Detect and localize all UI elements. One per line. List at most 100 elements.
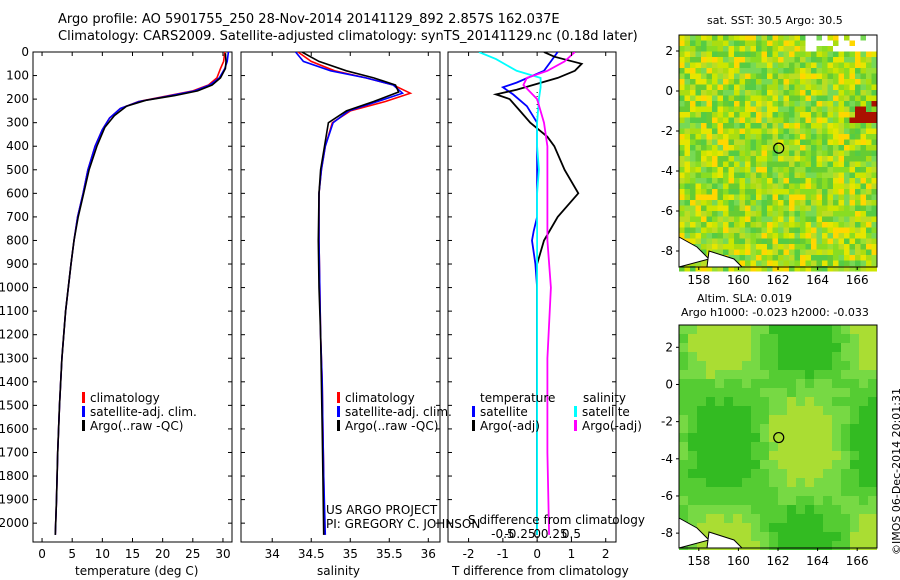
map-cell [761,112,767,118]
map-cell [706,514,715,523]
map-cell [695,194,701,200]
map-cell [822,73,828,79]
map-cell [767,84,773,90]
map-cell [855,227,861,233]
map-cell [679,388,688,397]
map-cell [800,156,806,162]
map-cell [816,46,822,52]
map-cell [855,46,861,52]
map-cell [827,249,833,255]
difference-plot [478,52,584,542]
map-cell [822,84,828,90]
map-cell [822,227,828,233]
map-cell [772,227,778,233]
map-cell [832,379,841,388]
map-cell [805,222,811,228]
map-cell [849,134,855,140]
map-cell [850,433,859,442]
map-cell [701,178,707,184]
map-cell [751,388,760,397]
map-cell [800,35,806,41]
map-cell [728,189,734,195]
map-cell [850,379,859,388]
map-cell [860,183,866,189]
map-cell [778,487,787,496]
map-cell [838,194,844,200]
map-cell [715,442,724,451]
map-cell [794,90,800,96]
map-cell [783,90,789,96]
argo-float-marker [773,142,785,154]
map-cell [712,172,718,178]
map-cell [789,35,795,41]
map-cell [772,216,778,222]
map-cell [767,227,773,233]
map-cell [742,361,751,370]
map-cell [833,57,839,63]
map-cell [739,62,745,68]
map-cell [728,139,734,145]
map-cell [756,35,762,41]
map-cell [688,388,697,397]
x-tick-label: 35 [343,547,358,561]
map-cell [695,128,701,134]
map-cell [697,415,706,424]
map-cell [838,222,844,228]
map-cell [750,172,756,178]
map-cell [855,255,861,261]
map-cell [745,205,751,211]
map-cell [690,183,696,189]
map-cell [787,469,796,478]
map-cell [750,73,756,79]
map-cell [859,505,868,514]
map-cell [712,222,718,228]
map-cell [701,200,707,206]
map-cell [690,205,696,211]
map-cell [816,117,822,123]
map-cell [772,200,778,206]
lat-tick-label: 0 [665,377,673,391]
map-cell [701,183,707,189]
map-cell [695,40,701,46]
map-cell [772,117,778,123]
legend-header-salinity: salinity [583,391,626,405]
map-cell [767,134,773,140]
map-cell [814,514,823,523]
map-cell [701,189,707,195]
map-cell [871,57,877,63]
map-cell [849,40,855,46]
map-cell [787,415,796,424]
map-cell [859,424,868,433]
map-cell [850,514,859,523]
map-cell [868,460,877,469]
map-cell [816,95,822,101]
map-cell [761,194,767,200]
map-cell [745,255,751,261]
map-cell [688,487,697,496]
map-cell [756,117,762,123]
map-cell [860,161,866,167]
map-cell [742,415,751,424]
map-cell [871,90,877,96]
map-cell [833,51,839,57]
map-cell [723,150,729,156]
map-cell [794,128,800,134]
map-cell [822,79,828,85]
map-cell [733,334,742,343]
map-cell [844,84,850,90]
map-cell [859,397,868,406]
map-cell [739,216,745,222]
sla-map-title-1: Altim. SLA: 0.019 [697,292,792,305]
map-cell [767,68,773,74]
series-satellite-adj-clim- [294,52,405,535]
map-cell [850,424,859,433]
map-cell [855,51,861,57]
map-cell [733,523,742,532]
map-cell [679,379,688,388]
depth-tick-label: 1100 [0,304,29,318]
map-cell [745,62,751,68]
map-cell [712,46,718,52]
map-cell [695,62,701,68]
map-cell [679,117,685,123]
map-cell [706,172,712,178]
